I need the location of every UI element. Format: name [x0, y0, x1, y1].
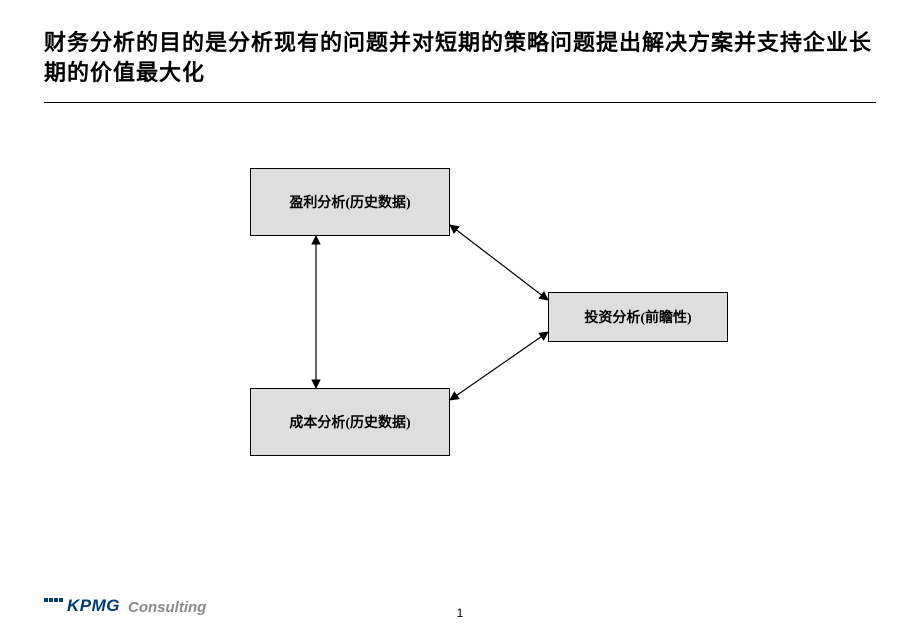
diagram-edges — [0, 0, 920, 636]
node-profit: 盈利分析(历史数据) — [250, 168, 450, 236]
footer-logo: KPMG Consulting — [44, 596, 206, 616]
logo-secondary-text: Consulting — [128, 599, 206, 616]
slide: 财务分析的目的是分析现有的问题并对短期的策略问题提出解决方案并支持企业长期的价值… — [0, 0, 920, 636]
node-cost: 成本分析(历史数据) — [250, 388, 450, 456]
logo-primary-text: KPMG — [67, 596, 120, 616]
diagram: 盈利分析(历史数据) 成本分析(历史数据) 投资分析(前瞻性) — [0, 0, 920, 636]
edge-profit-invest — [450, 225, 548, 300]
page-number: 1 — [457, 606, 464, 620]
node-invest: 投资分析(前瞻性) — [548, 292, 728, 342]
logo-squares-icon — [44, 598, 63, 602]
edge-cost-invest — [450, 332, 548, 400]
